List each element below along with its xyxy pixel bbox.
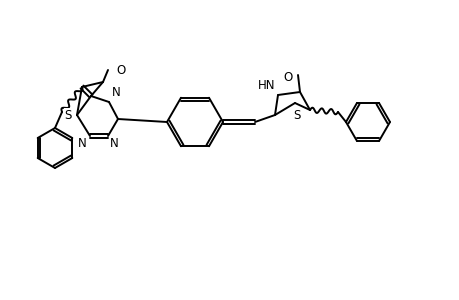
Text: N: N — [110, 137, 118, 150]
Text: N: N — [112, 86, 120, 99]
Text: O: O — [116, 64, 125, 76]
Text: S: S — [293, 109, 300, 122]
Text: HN: HN — [257, 79, 274, 92]
Text: O: O — [283, 70, 292, 83]
Text: N: N — [78, 137, 87, 150]
Text: S: S — [64, 109, 72, 122]
